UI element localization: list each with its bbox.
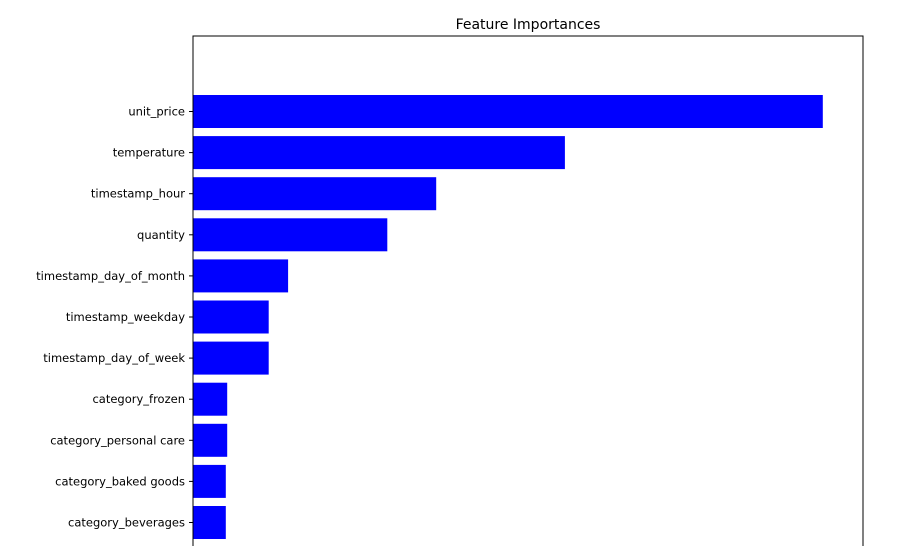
y-tick-label: unit_price xyxy=(128,105,185,119)
y-tick-label: category_personal care xyxy=(50,433,185,447)
bar-category-beverages xyxy=(193,506,226,539)
bar-quantity xyxy=(193,218,388,252)
bar-timestamp-hour xyxy=(193,177,437,211)
y-tick-label: timestamp_weekday xyxy=(66,310,185,324)
y-tick-label: category_frozen xyxy=(92,392,185,406)
chart-title: Feature Importances xyxy=(456,17,601,33)
bar-timestamp-day-of-month xyxy=(193,259,289,293)
bar-timestamp-day-of-week xyxy=(193,341,269,375)
tick-marks-layer xyxy=(189,111,193,523)
y-tick-label: timestamp_day_of_month xyxy=(36,269,185,283)
y-tick-label: category_beverages xyxy=(68,516,185,530)
y-tick-label: temperature xyxy=(113,146,185,160)
bar-category-baked-goods xyxy=(193,464,226,498)
bar-unit-price xyxy=(193,95,823,128)
y-tick-label: category_baked goods xyxy=(55,474,185,488)
bar-category-personal-care xyxy=(193,423,228,457)
tick-labels-layer: unit_price temperature timestamp_hourquant… xyxy=(36,105,185,530)
plot-frame xyxy=(192,35,864,550)
bar-category-frozen xyxy=(193,382,228,416)
y-tick-label: quantity xyxy=(137,228,185,242)
bar-temperature xyxy=(193,136,565,170)
y-tick-label: timestamp_hour xyxy=(91,187,185,201)
bars-layer xyxy=(193,95,823,539)
y-tick-label: timestamp_day_of_week xyxy=(43,351,185,365)
bar-timestamp-weekday xyxy=(193,300,269,334)
